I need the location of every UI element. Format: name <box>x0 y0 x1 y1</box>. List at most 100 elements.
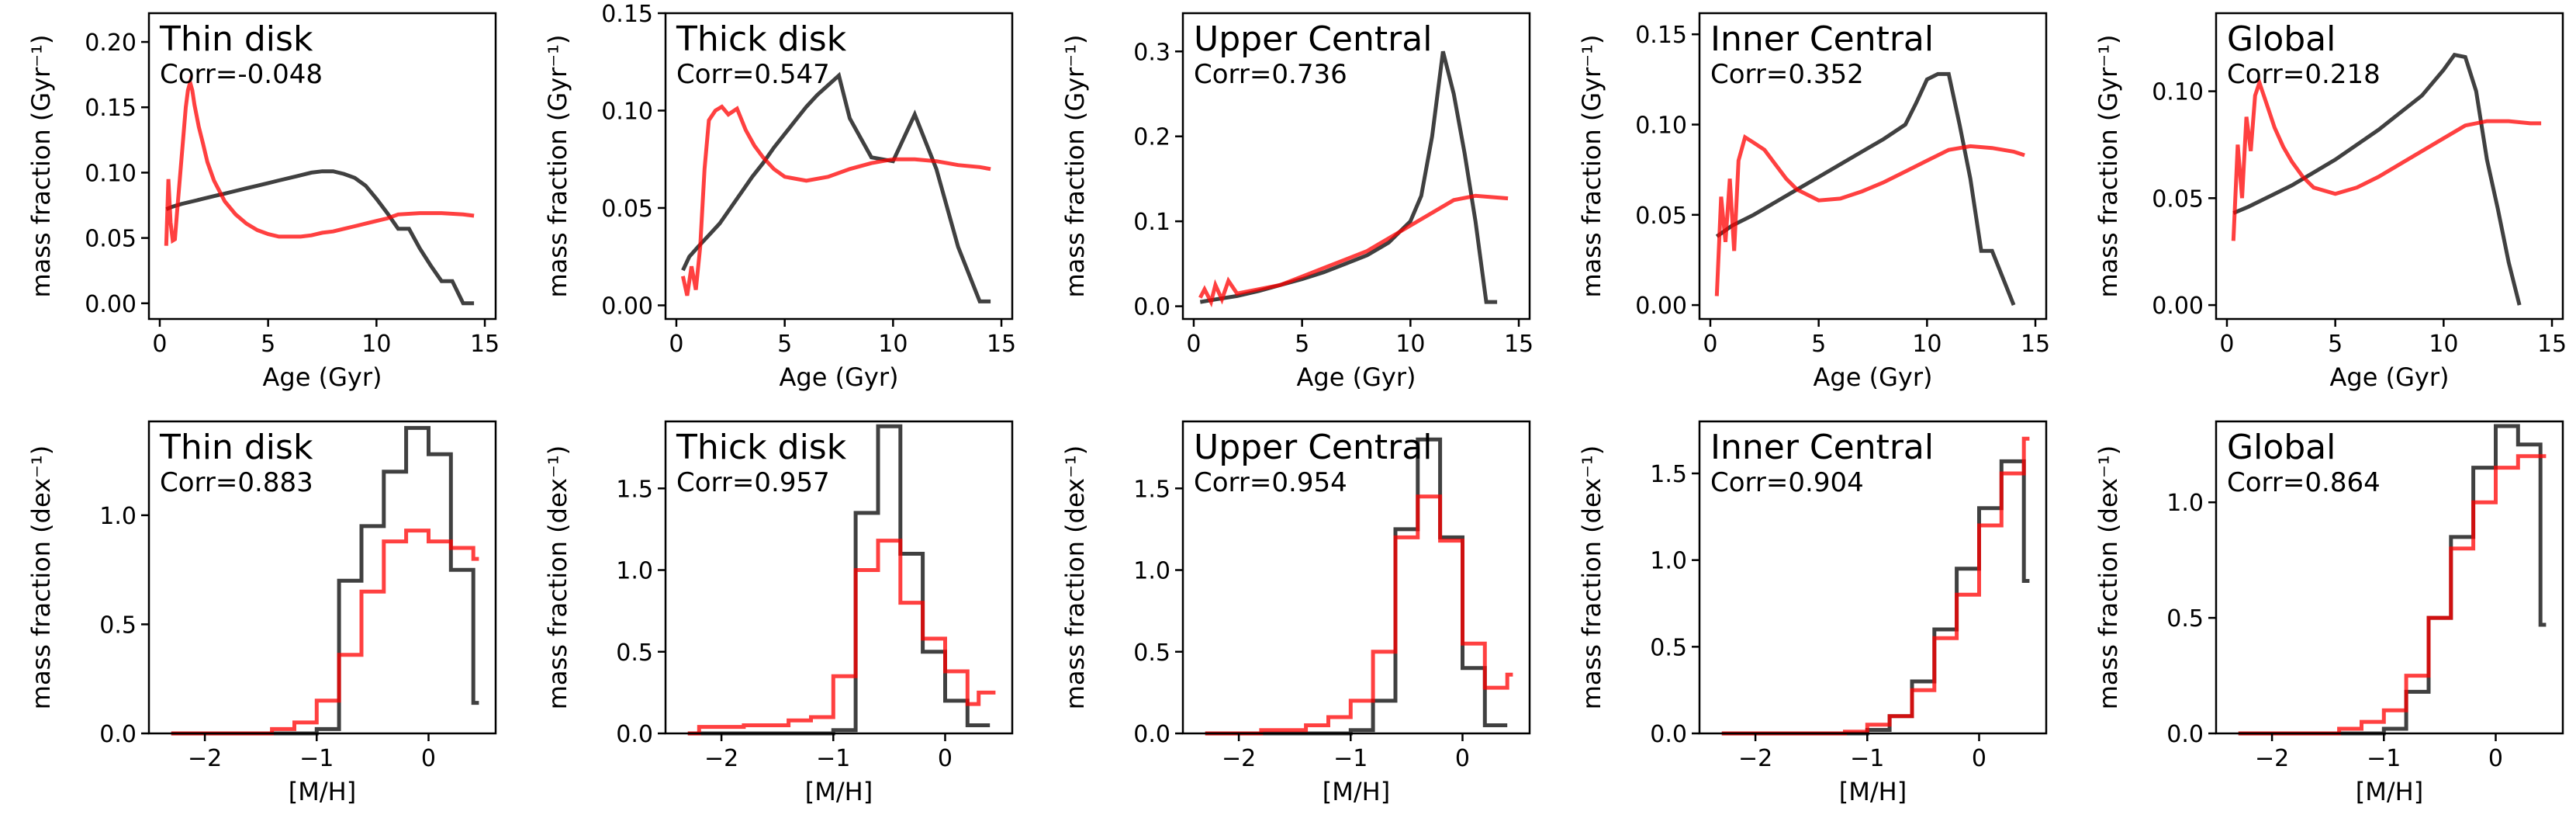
panel-age-1: 0 5 10 15 0.00 0.05 0.10 0.15 0.20 Age (Gyr) mass … <box>26 12 500 392</box>
x-tick-label: −1 <box>1333 745 1368 772</box>
y-tick-label: 0.10 <box>85 160 137 187</box>
panel-title: Thick disk <box>676 428 847 467</box>
corr-annotation: Corr=0.218 <box>2227 59 2381 90</box>
panel-mh-3: −2 −1 0 0.0 0.5 1.0 1.5 [M/H] mass fraction (dex… <box>1060 420 1531 806</box>
y-axis-label: mass fraction (Gyr⁻¹) <box>2094 35 2123 298</box>
y-tick-label: 0.00 <box>1635 293 1687 320</box>
x-tick-label: −2 <box>1222 745 1256 772</box>
x-tick-label: 10 <box>361 331 391 358</box>
axes-frame <box>1181 420 1531 735</box>
y-tick-label: 0.05 <box>601 196 653 223</box>
panel-mh-5: −2 −1 0 0.0 0.5 1.0 [M/H] mass fraction (dex⁻¹)… <box>2094 420 2564 806</box>
y-axis-label: mass fraction (dex⁻¹) <box>1577 445 1606 709</box>
y-tick-label: 0.00 <box>85 291 137 318</box>
y-axis-label: mass fraction (Gyr⁻¹) <box>543 35 572 298</box>
panel-age-2: 0 5 10 15 0.00 0.05 0.10 0.15 Age (Gyr) mass frac… <box>543 1 1016 392</box>
y-tick-label: 0.00 <box>2152 293 2204 320</box>
x-tick-label: 10 <box>1912 331 1942 358</box>
panel-age-5: 0 5 10 15 0.00 0.05 0.10 Age (Gyr) mass fraction… <box>2094 12 2567 392</box>
red-series-line <box>687 539 996 736</box>
x-tick-label: −1 <box>299 745 334 772</box>
x-tick-label: 0 <box>2219 331 2234 358</box>
x-tick-label: 0 <box>669 331 683 358</box>
x-tick-label: 15 <box>2021 331 2050 358</box>
y-tick-label: 1.0 <box>1133 558 1170 585</box>
y-tick-label: 1.0 <box>2166 490 2204 517</box>
axes-frame <box>1181 12 1531 321</box>
x-tick-label: 15 <box>1504 331 1533 358</box>
black-series-line <box>2232 52 2522 306</box>
red-series-line <box>1721 436 2030 736</box>
panel-mh-2: −2 −1 0 0.0 0.5 1.0 1.5 [M/H] mass fraction (dex… <box>543 420 1014 806</box>
x-axis-label: [M/H] <box>1839 777 1907 806</box>
red-series-line <box>1714 133 2025 296</box>
panel-age-4: 0 5 10 15 0.00 0.05 0.10 0.15 Age (Gyr) mass frac… <box>1577 12 2050 392</box>
x-tick-label: 5 <box>1295 331 1309 358</box>
axes-frame <box>664 420 1014 735</box>
black-series-line <box>171 425 479 736</box>
black-series-line <box>1721 459 2030 736</box>
x-tick-label: 15 <box>987 331 1016 358</box>
y-tick-label: 0.15 <box>1635 22 1687 49</box>
y-tick-label: 0.5 <box>2166 605 2204 633</box>
y-tick-label: 1.0 <box>616 558 653 585</box>
panel-age-3: 0 5 10 15 0.0 0.1 0.2 0.3 Age (Gyr) mass fraction… <box>1060 12 1533 392</box>
x-tick-label: 0 <box>1972 745 1986 772</box>
x-tick-label: 10 <box>1395 331 1425 358</box>
panel-title: Inner Central <box>1710 428 1934 467</box>
y-tick-label: 1.0 <box>99 503 137 530</box>
y-axis-label: mass fraction (dex⁻¹) <box>2094 445 2123 709</box>
panel-title: Thin disk <box>159 19 313 59</box>
x-tick-label: 0 <box>1455 745 1470 772</box>
axes-frame <box>664 12 1014 321</box>
panel-title: Thin disk <box>159 428 313 467</box>
y-tick-label: 1.5 <box>616 476 653 503</box>
corr-annotation: Corr=-0.048 <box>160 59 323 90</box>
black-series-line <box>1715 71 2016 307</box>
y-tick-label: 0.05 <box>2152 185 2204 213</box>
x-tick-label: −2 <box>1738 745 1772 772</box>
x-tick-label: −2 <box>2255 745 2289 772</box>
axes-frame <box>1698 420 2048 735</box>
x-tick-label: 5 <box>261 331 275 358</box>
y-tick-label: 0.15 <box>601 1 653 28</box>
red-series-line <box>1198 193 1509 308</box>
y-tick-label: 0.00 <box>601 293 653 320</box>
y-tick-label: 0.0 <box>616 721 653 748</box>
y-tick-label: 1.5 <box>1133 476 1170 503</box>
x-axis-label: [M/H] <box>1323 777 1390 806</box>
corr-annotation: Corr=0.352 <box>1710 59 1864 90</box>
x-tick-label: 15 <box>2537 331 2567 358</box>
panel-title: Upper Central <box>1194 428 1432 467</box>
red-series-line <box>2231 76 2542 241</box>
y-tick-label: 1.5 <box>1650 461 1687 488</box>
y-tick-label: 0.10 <box>1635 113 1687 140</box>
black-series-line <box>1205 437 1508 736</box>
y-axis-label: mass fraction (dex⁻¹) <box>1060 445 1090 709</box>
x-tick-label: 0 <box>152 331 167 358</box>
x-tick-label: −1 <box>2367 745 2401 772</box>
x-tick-label: 5 <box>1811 331 1826 358</box>
y-tick-label: 0.2 <box>1133 124 1170 151</box>
x-tick-label: −1 <box>1850 745 1884 772</box>
x-axis-label: [M/H] <box>805 777 873 806</box>
x-axis-label: Age (Gyr) <box>263 362 382 392</box>
y-tick-label: 0.3 <box>1133 39 1170 66</box>
axes-frame <box>1698 12 2048 321</box>
red-series-line <box>1205 494 1513 736</box>
panel-title: Thick disk <box>676 19 847 59</box>
y-axis-label: mass fraction (Gyr⁻¹) <box>1060 35 1090 298</box>
y-tick-label: 0.5 <box>1650 634 1687 661</box>
x-tick-label: 0 <box>2488 745 2503 772</box>
black-series-line <box>687 424 991 736</box>
corr-annotation: Corr=0.883 <box>160 467 313 498</box>
axes-frame <box>147 12 497 321</box>
red-series-line <box>680 104 991 296</box>
y-axis-label: mass fraction (dex⁻¹) <box>543 445 572 709</box>
y-axis-label: mass fraction (dex⁻¹) <box>26 445 56 709</box>
y-tick-label: 0.20 <box>85 29 137 57</box>
corr-annotation: Corr=0.954 <box>1194 467 1347 498</box>
red-series-line <box>171 529 479 736</box>
corr-annotation: Corr=0.904 <box>1710 467 1864 498</box>
